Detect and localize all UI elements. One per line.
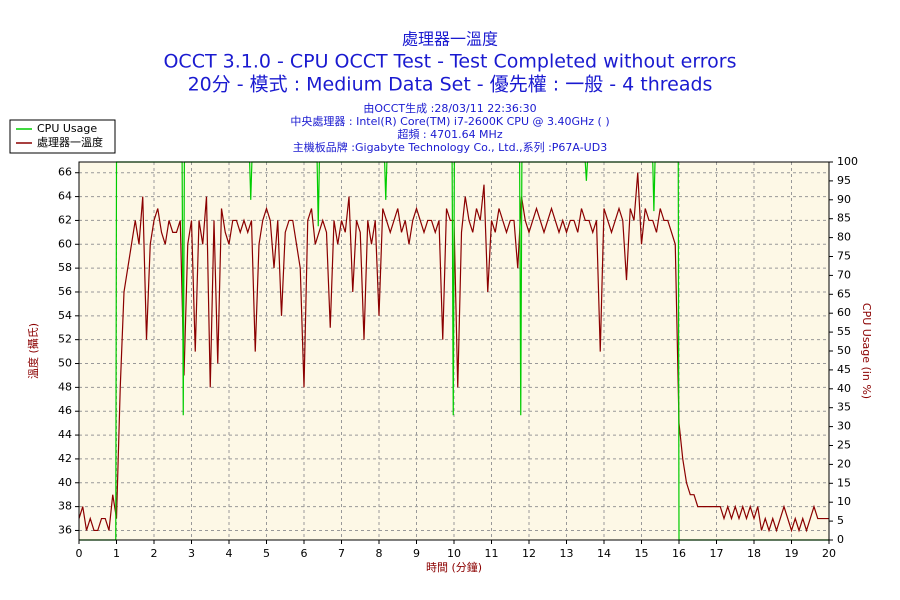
- y-tick-label: 36: [58, 523, 72, 536]
- y-tick-label: 64: [58, 190, 72, 203]
- y2-tick-label: 65: [837, 287, 851, 300]
- y-tick-label: 44: [58, 428, 72, 441]
- x-tick-label: 7: [338, 547, 345, 560]
- y-tick-label: 62: [58, 213, 72, 226]
- info-line: 中央處理器 : Intel(R) Core(TM) i7-2600K CPU @…: [290, 114, 609, 128]
- y2-tick-label: 95: [837, 174, 851, 187]
- y2-tick-label: 10: [837, 495, 851, 508]
- y2-tick-label: 90: [837, 193, 851, 206]
- chart-title: 處理器一溫度: [402, 30, 498, 49]
- x-tick-label: 1: [113, 547, 120, 560]
- y-tick-label: 42: [58, 452, 72, 465]
- x-tick-label: 13: [560, 547, 574, 560]
- legend-box: [9, 119, 116, 154]
- info-line: 由OCCT生成 :28/03/11 22:36:30: [363, 101, 536, 115]
- y-tick-label: 60: [58, 237, 72, 250]
- info-line: 超頻 : 4701.64 MHz: [397, 127, 502, 141]
- y-tick-label: 40: [58, 476, 72, 489]
- y2-axis-label: CPU Usage (in %): [860, 303, 873, 399]
- x-tick-label: 5: [263, 547, 270, 560]
- y2-tick-label: 35: [837, 401, 851, 414]
- x-tick-label: 14: [597, 547, 611, 560]
- y-axis-label: 溫度 (攝氏): [26, 323, 40, 379]
- x-tick-label: 6: [301, 547, 308, 560]
- y-tick-label: 54: [58, 309, 72, 322]
- x-tick-label: 17: [710, 547, 724, 560]
- y-tick-label: 48: [58, 380, 72, 393]
- x-tick-label: 8: [376, 547, 383, 560]
- y2-tick-label: 80: [837, 231, 851, 244]
- x-tick-label: 18: [747, 547, 761, 560]
- y-tick-label: 38: [58, 500, 72, 513]
- y2-tick-label: 60: [837, 306, 851, 319]
- info-line: 主機板品牌 :Gigabyte Technology Co., Ltd.,系列 …: [293, 140, 607, 154]
- y2-tick-label: 15: [837, 476, 851, 489]
- y2-tick-label: 100: [837, 155, 858, 168]
- y2-tick-label: 75: [837, 250, 851, 263]
- y2-tick-label: 30: [837, 420, 851, 433]
- legend-label: CPU Usage: [37, 122, 97, 135]
- y2-tick-label: 20: [837, 457, 851, 470]
- y2-tick-label: 45: [837, 363, 851, 376]
- y2-tick-label: 70: [837, 268, 851, 281]
- y2-tick-label: 50: [837, 344, 851, 357]
- y-tick-label: 66: [58, 166, 72, 179]
- x-tick-label: 3: [188, 547, 195, 560]
- x-tick-label: 20: [822, 547, 836, 560]
- y-tick-label: 46: [58, 404, 72, 417]
- x-tick-label: 2: [151, 547, 158, 560]
- x-tick-label: 4: [226, 547, 233, 560]
- x-axis-label: 時間 (分鐘): [426, 560, 482, 574]
- x-tick-label: 0: [76, 547, 83, 560]
- x-tick-label: 12: [522, 547, 536, 560]
- x-tick-label: 19: [785, 547, 799, 560]
- legend-label: 處理器一溫度: [37, 135, 103, 149]
- x-tick-label: 10: [447, 547, 461, 560]
- chart-subtitle: 20分 - 模式 : Medium Data Set - 優先權 : 一般 - …: [188, 74, 713, 96]
- y2-tick-label: 40: [837, 382, 851, 395]
- y2-tick-label: 25: [837, 439, 851, 452]
- y2-tick-label: 5: [837, 514, 844, 527]
- y2-tick-label: 85: [837, 212, 851, 225]
- y-tick-label: 58: [58, 261, 72, 274]
- x-tick-label: 16: [672, 547, 686, 560]
- y2-tick-label: 55: [837, 325, 851, 338]
- y-tick-label: 56: [58, 285, 72, 298]
- x-tick-label: 11: [485, 547, 499, 560]
- y-tick-label: 52: [58, 333, 72, 346]
- chart-subtitle: OCCT 3.1.0 - CPU OCCT Test - Test Comple…: [163, 51, 736, 73]
- y-tick-label: 50: [58, 357, 72, 370]
- x-tick-label: 15: [635, 547, 649, 560]
- y2-tick-label: 0: [837, 533, 844, 546]
- x-tick-label: 9: [413, 547, 420, 560]
